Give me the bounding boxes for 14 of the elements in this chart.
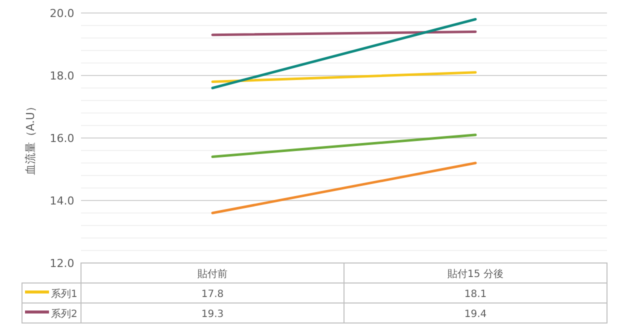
data-label: 19.4 <box>464 309 487 320</box>
y-tick-label: 18.0 <box>50 70 74 82</box>
x-tick-label: 貼付15 分後 <box>448 268 504 280</box>
y-axis-title: 血流量（A.U） <box>24 101 37 175</box>
y-tick-label: 16.0 <box>50 132 74 145</box>
x-tick-label: 貼付前 <box>198 268 228 280</box>
legend-label: 系列1 <box>51 288 78 300</box>
y-tick-label: 20.0 <box>50 7 74 20</box>
data-label: 18.1 <box>464 289 487 300</box>
y-tick-label: 14.0 <box>50 194 74 208</box>
y-tick-label: 12.0 <box>50 257 74 270</box>
data-label: 19.3 <box>201 309 224 320</box>
data-label: 17.8 <box>201 289 224 300</box>
legend-label: 系列2 <box>51 308 78 320</box>
